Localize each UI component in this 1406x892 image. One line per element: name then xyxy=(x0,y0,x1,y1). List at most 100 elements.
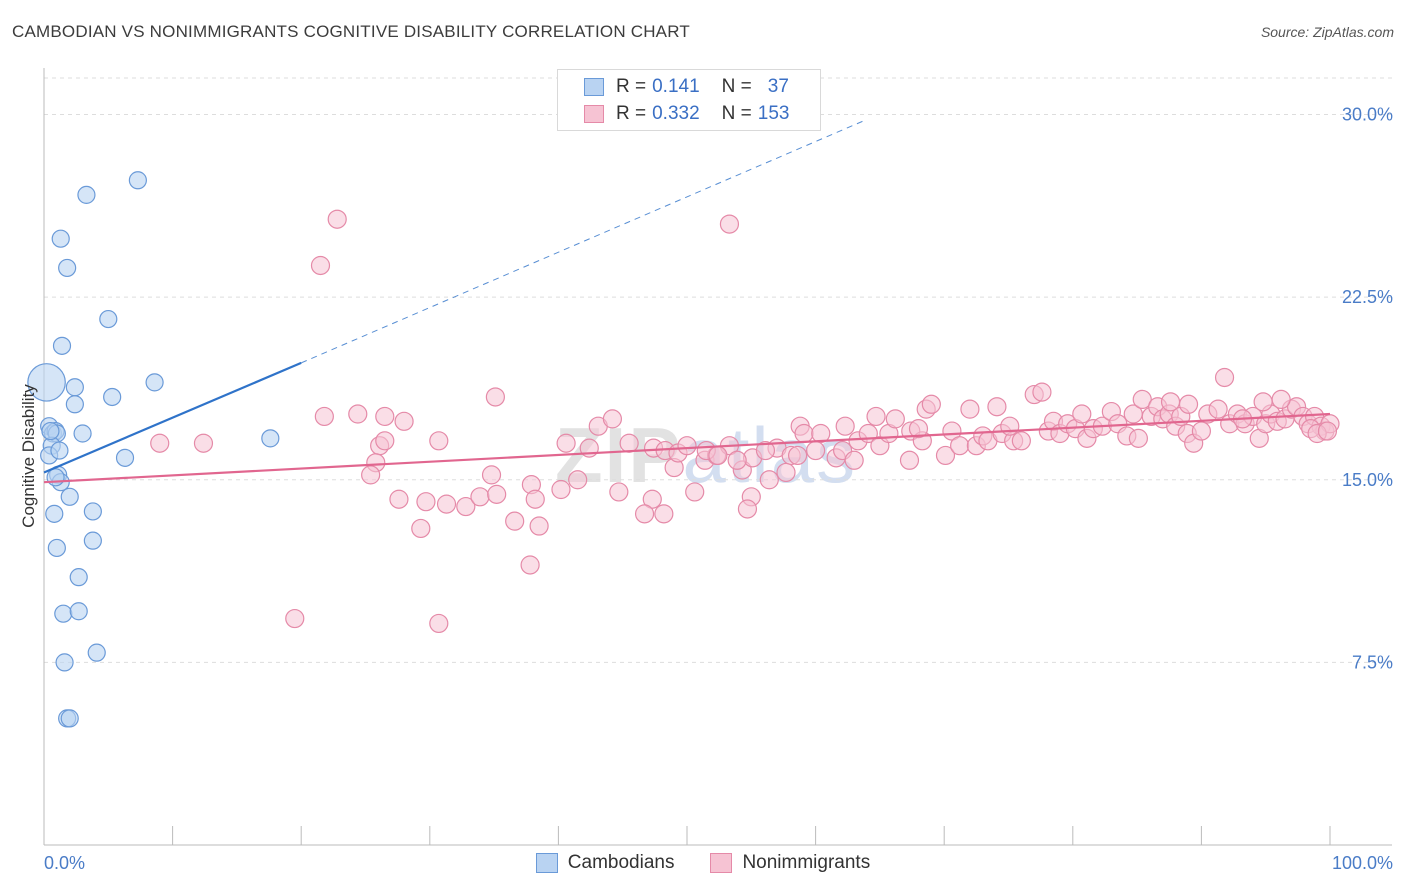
y-tick-label: 7.5% xyxy=(1352,652,1393,672)
y-tick-label: 30.0% xyxy=(1342,105,1393,125)
nonimmigrants-point xyxy=(685,482,705,502)
trend-lines xyxy=(43,118,1331,484)
nonimmigrants-point xyxy=(794,423,814,444)
nonimmigrants-point xyxy=(568,470,588,490)
x-tick-label: 100.0% xyxy=(1332,853,1393,873)
nonimmigrants-point xyxy=(776,462,796,483)
cambodians-point xyxy=(51,229,70,248)
nonimmigrants-point xyxy=(1072,404,1092,424)
nonimmigrants-point xyxy=(314,406,334,427)
nonimmigrants-point xyxy=(348,404,368,424)
x-tick-label: 0.0% xyxy=(44,853,85,873)
cambodians-point xyxy=(54,604,73,623)
cambodians-point xyxy=(41,421,60,441)
cambodians-point xyxy=(55,653,74,672)
legend-r-value: 0.332 xyxy=(652,103,700,124)
nonimmigrants-point xyxy=(1214,367,1235,388)
series-nonimmigrants-points xyxy=(150,209,1340,634)
legend-n-value: 153 xyxy=(757,103,790,124)
nonimmigrants-point xyxy=(634,504,655,524)
axis-labels: 7.5% 15.0% 22.5% 30.0% 0.0% 100.0% Cognitive D… xyxy=(19,105,1393,873)
nonimmigrants-point xyxy=(844,450,864,470)
cambodians-point xyxy=(65,395,84,414)
nonimmigrants-point xyxy=(416,492,436,512)
cambodians-trend-extension xyxy=(301,118,868,364)
nonimmigrants-point xyxy=(310,255,331,276)
series-cambodians-points xyxy=(27,171,280,728)
nonimmigrants-point xyxy=(481,465,502,485)
nonimmigrants-point xyxy=(1132,389,1152,410)
nonimmigrants-point xyxy=(960,399,980,419)
nonimmigrants-point xyxy=(505,511,525,531)
nonimmigrants-point xyxy=(899,450,920,470)
nonimmigrants-point xyxy=(411,518,431,539)
nonimmigrants-point xyxy=(1000,416,1020,436)
nonimmigrants-point xyxy=(375,431,395,451)
cambodians-point xyxy=(47,538,66,558)
nonimmigrants-point xyxy=(866,406,886,427)
legend-swatch-pink xyxy=(710,853,733,873)
cambodians-point xyxy=(115,448,135,467)
legend-row-nonimmigrants: R = 0.332 N = 153 xyxy=(584,101,789,127)
legend-swatch-blue xyxy=(584,78,604,96)
legend-item-cambodians[interactable]: Cambodians xyxy=(535,852,674,874)
chart-source: Source: ZipAtlas.com xyxy=(1260,24,1394,40)
cambodians-point xyxy=(46,468,65,487)
nonimmigrants-point xyxy=(389,489,409,509)
nonimmigrants-point xyxy=(805,440,826,461)
legend-item-nonimmigrants[interactable]: Nonimmigrants xyxy=(710,852,870,874)
cambodians-point xyxy=(60,487,79,506)
nonimmigrants-point xyxy=(485,387,505,407)
nonimmigrants-point xyxy=(619,433,639,453)
cambodians-point xyxy=(65,378,84,397)
cambodians-point xyxy=(27,363,66,402)
y-tick-label: 15.0% xyxy=(1342,470,1393,490)
nonimmigrants-trend-line xyxy=(43,412,1331,484)
nonimmigrants-point xyxy=(609,482,629,502)
nonimmigrants-point xyxy=(327,209,347,229)
nonimmigrants-point xyxy=(755,440,776,461)
nonimmigrants-point xyxy=(193,433,214,453)
nonimmigrants-point xyxy=(908,419,929,439)
nonimmigrants-point xyxy=(1160,392,1181,412)
cambodians-point xyxy=(83,531,102,550)
nonimmigrants-point xyxy=(1011,431,1031,451)
series-legend: Cambodians Nonimmigrants xyxy=(0,852,1406,874)
nonimmigrants-point xyxy=(285,608,305,629)
cambodians-point xyxy=(60,709,79,728)
nonimmigrants-point xyxy=(987,397,1007,417)
cambodians-trend-line xyxy=(43,361,302,474)
gridlines xyxy=(44,77,1392,663)
nonimmigrants-point xyxy=(361,465,381,485)
nonimmigrants-point xyxy=(787,445,808,466)
nonimmigrants-point xyxy=(429,613,449,634)
nonimmigrants-point xyxy=(719,214,740,234)
nonimmigrants-point xyxy=(602,409,623,429)
cambodians-point xyxy=(73,424,92,443)
nonimmigrants-point xyxy=(551,479,571,500)
cambodians-point xyxy=(50,441,69,460)
nonimmigrants-point xyxy=(921,394,941,414)
cambodians-point xyxy=(69,568,88,587)
legend-r-value: 0.141 xyxy=(652,76,700,97)
cambodians-point xyxy=(52,336,72,355)
stats-legend: R = 0.141 N = 37 R = 0.332 N = 153 xyxy=(557,69,821,131)
nonimmigrants-point xyxy=(394,411,414,431)
nonimmigrants-point xyxy=(835,416,855,436)
nonimmigrants-point xyxy=(529,516,549,536)
legend-label-nonimmigrants: Nonimmigrants xyxy=(742,852,871,873)
cambodians-point xyxy=(69,602,88,621)
cambodians-point xyxy=(45,504,64,523)
legend-r-label: R = xyxy=(616,76,647,97)
y-axis-title: Cognitive Disability xyxy=(19,384,38,528)
nonimmigrants-point xyxy=(885,409,905,429)
nonimmigrants-point xyxy=(654,504,674,524)
cambodians-point xyxy=(87,643,106,662)
chart-title: CAMBODIAN VS NONIMMIGRANTS COGNITIVE DIS… xyxy=(12,22,690,41)
legend-swatch-blue xyxy=(535,853,558,873)
cambodians-point xyxy=(99,309,118,329)
nonimmigrants-point xyxy=(1271,389,1291,410)
legend-swatch-pink xyxy=(584,105,604,123)
cambodians-point xyxy=(128,171,147,190)
